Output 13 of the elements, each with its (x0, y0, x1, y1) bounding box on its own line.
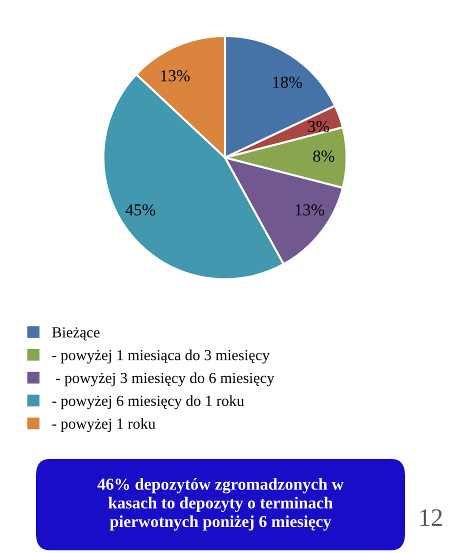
text: 46% depozytów zgromadzonych w kasach to depozyty o terminach pierwotnych poniżej 6 miesięcy (98, 478, 344, 531)
data-label: 8% (313, 150, 334, 162)
legend-label: - powyżej 1 roku (52, 418, 156, 432)
legend-label: - powyżej 3 miesięcy do 6 miesięcy (56, 372, 274, 386)
data-label: 18% (273, 76, 302, 88)
legend-label: - powyżej 1 miesiąca do 3 miesięcy (52, 350, 270, 364)
data-label: 13% (161, 70, 190, 82)
legend-label: Bieżące (52, 327, 100, 340)
data-label: 45% (126, 204, 156, 216)
legend-label: - powyżej 6 miesięcy do 1 roku (52, 395, 244, 410)
data-label: 3% (308, 120, 330, 132)
text: 12 (420, 509, 442, 526)
data-label: 13% (296, 204, 324, 216)
